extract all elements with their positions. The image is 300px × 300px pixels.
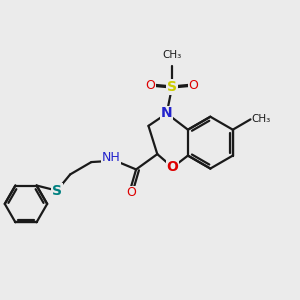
Text: O: O (126, 187, 136, 200)
Text: CH₃: CH₃ (251, 114, 271, 124)
Text: CH₃: CH₃ (162, 50, 182, 61)
Text: O: O (167, 160, 178, 174)
Text: S: S (52, 184, 62, 198)
Text: O: O (146, 79, 155, 92)
Text: S: S (167, 80, 177, 94)
Text: O: O (189, 79, 199, 92)
Text: NH: NH (102, 151, 121, 164)
Text: N: N (161, 106, 172, 121)
